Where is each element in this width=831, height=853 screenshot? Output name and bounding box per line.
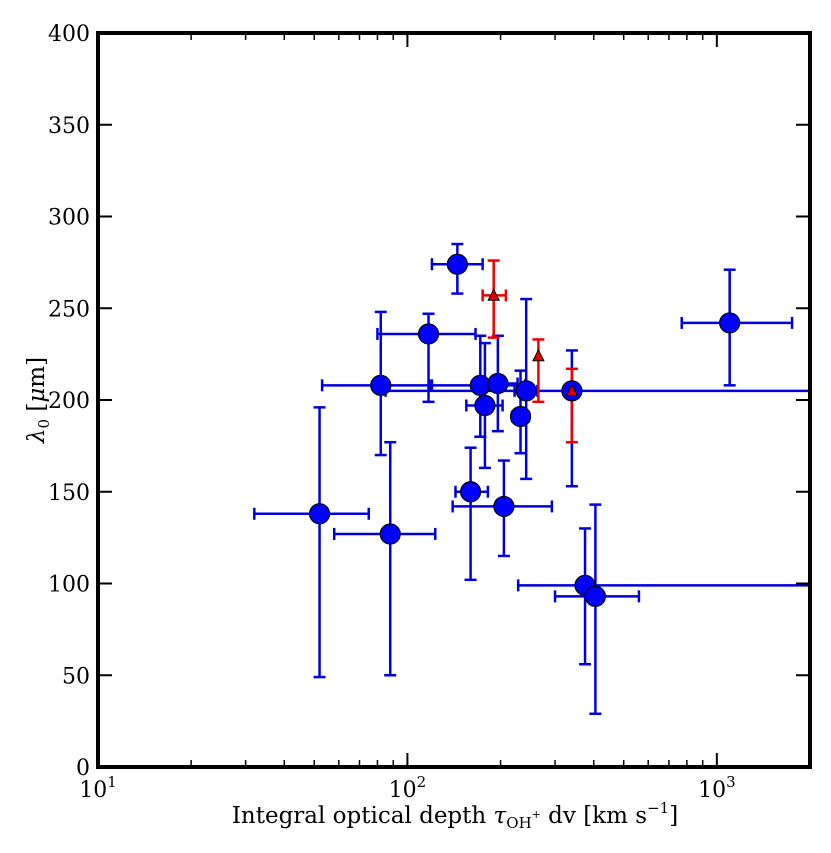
x-tick-label-base: 10 <box>698 778 726 803</box>
circle-data-point <box>515 380 537 402</box>
x-axis-title-post: ] <box>669 803 678 829</box>
x-axis-title: Integral optical depth τOH+ dv [km s−1] <box>232 799 678 832</box>
plot-background <box>98 33 810 767</box>
triangle-data-point <box>532 348 545 362</box>
x-tick-label-base: 10 <box>79 778 107 803</box>
x-tick-label-exponent: 2 <box>417 773 427 791</box>
circle-data-point <box>379 523 401 545</box>
circle-data-point <box>308 503 331 525</box>
y-tick-label: 400 <box>48 22 90 47</box>
x-axis-title-subsup: + <box>532 808 541 821</box>
y-tick-label: 0 <box>76 756 90 781</box>
y-axis-title-mu: μ <box>24 388 50 403</box>
y-axis-title-sub: 0 <box>35 419 53 429</box>
x-axis-title-pre: Integral optical depth <box>232 803 494 829</box>
y-axis-title: λ0 [μm] <box>24 357 53 444</box>
circle-data-point <box>370 374 392 396</box>
circle-data-point <box>469 374 491 396</box>
x-axis-title-tau: τ <box>494 803 508 829</box>
x-axis-title-sub: OH <box>506 814 531 832</box>
circle-data-point <box>459 481 482 503</box>
y-tick-label: 200 <box>48 389 90 414</box>
y-axis-title-mid: [ <box>24 403 50 419</box>
circle-data-point <box>446 253 468 275</box>
x-tick-label: 101 <box>79 773 117 803</box>
y-axis-title-lambda: λ <box>24 429 50 445</box>
circle-data-point <box>719 312 741 334</box>
circle-data-point <box>584 585 606 607</box>
y-tick-label: 350 <box>48 114 90 139</box>
y-tick-label: 100 <box>48 573 90 598</box>
marker-layer <box>308 253 741 607</box>
x-tick-label: 103 <box>698 773 736 803</box>
x-tick-label-exponent: 3 <box>726 773 736 791</box>
y-tick-label: 250 <box>48 297 90 322</box>
y-tick-label: 150 <box>48 481 90 506</box>
x-axis-title-mid: dv [km s <box>541 803 647 829</box>
circle-data-point <box>487 372 509 395</box>
triangle-data-point <box>565 383 579 397</box>
x-tick-label-exponent: 1 <box>107 773 117 791</box>
y-axis-title-post: m] <box>24 357 50 388</box>
plot-frame <box>96 31 812 769</box>
x-axis-title-exp: −1 <box>647 799 669 817</box>
circle-data-point <box>417 323 440 345</box>
x-tick-label: 102 <box>389 773 427 803</box>
circle-data-point <box>509 405 532 428</box>
circle-data-point <box>474 394 496 417</box>
y-tick-label: 300 <box>48 206 90 231</box>
y-tick-label: 50 <box>62 664 90 689</box>
circle-data-point <box>493 495 515 518</box>
triangle-data-point <box>487 288 500 301</box>
x-tick-label-base: 10 <box>389 778 417 803</box>
